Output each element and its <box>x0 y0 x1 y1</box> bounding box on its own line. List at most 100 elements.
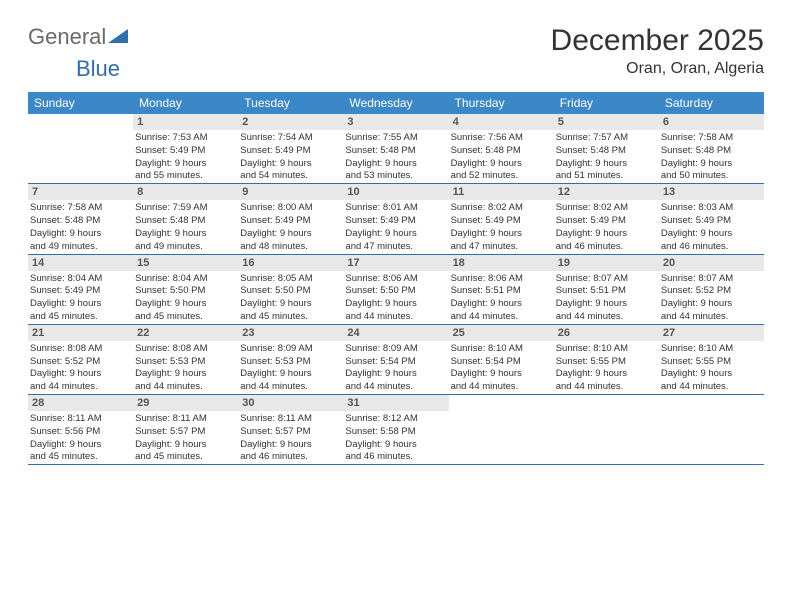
info-line: Sunrise: 7:53 AM <box>135 132 236 145</box>
info-line: and 46 minutes. <box>556 241 657 254</box>
day-number: 4 <box>449 114 554 130</box>
info-line: Sunset: 5:54 PM <box>451 356 552 369</box>
day-info: Sunrise: 8:09 AMSunset: 5:53 PMDaylight:… <box>238 341 343 394</box>
calendar-table: Sunday Monday Tuesday Wednesday Thursday… <box>28 92 764 465</box>
info-line: Daylight: 9 hours <box>30 298 131 311</box>
day-info: Sunrise: 7:54 AMSunset: 5:49 PMDaylight:… <box>238 130 343 183</box>
day-number: 29 <box>133 395 238 411</box>
info-line: Sunset: 5:50 PM <box>135 285 236 298</box>
calendar-cell: 23Sunrise: 8:09 AMSunset: 5:53 PMDayligh… <box>238 324 343 394</box>
info-line: Sunset: 5:56 PM <box>30 426 131 439</box>
day-number: 24 <box>343 325 448 341</box>
calendar-cell: 10Sunrise: 8:01 AMSunset: 5:49 PMDayligh… <box>343 184 448 254</box>
day-number: 7 <box>28 184 133 200</box>
calendar-cell: 29Sunrise: 8:11 AMSunset: 5:57 PMDayligh… <box>133 395 238 465</box>
day-number: 25 <box>449 325 554 341</box>
info-line: Sunset: 5:57 PM <box>135 426 236 439</box>
day-number: 15 <box>133 255 238 271</box>
weekday-header: Friday <box>554 92 659 114</box>
info-line: Sunrise: 8:01 AM <box>345 202 446 215</box>
day-info: Sunrise: 8:00 AMSunset: 5:49 PMDaylight:… <box>238 200 343 253</box>
day-number: 12 <box>554 184 659 200</box>
day-info: Sunrise: 8:06 AMSunset: 5:51 PMDaylight:… <box>449 271 554 324</box>
info-line: Daylight: 9 hours <box>556 158 657 171</box>
calendar-cell: 6Sunrise: 7:58 AMSunset: 5:48 PMDaylight… <box>659 114 764 184</box>
info-line: Sunset: 5:48 PM <box>451 145 552 158</box>
day-number: 3 <box>343 114 448 130</box>
info-line: Sunrise: 7:56 AM <box>451 132 552 145</box>
info-line: Sunset: 5:52 PM <box>661 285 762 298</box>
info-line: Sunset: 5:48 PM <box>661 145 762 158</box>
info-line: and 44 minutes. <box>451 381 552 394</box>
info-line: Sunrise: 7:58 AM <box>30 202 131 215</box>
calendar-cell: 30Sunrise: 8:11 AMSunset: 5:57 PMDayligh… <box>238 395 343 465</box>
info-line: and 44 minutes. <box>451 311 552 324</box>
info-line: Sunrise: 7:58 AM <box>661 132 762 145</box>
info-line: Sunset: 5:57 PM <box>240 426 341 439</box>
info-line: and 46 minutes. <box>345 451 446 464</box>
info-line: Sunset: 5:51 PM <box>451 285 552 298</box>
info-line: Sunrise: 8:06 AM <box>451 273 552 286</box>
weekday-header-row: Sunday Monday Tuesday Wednesday Thursday… <box>28 92 764 114</box>
info-line: Daylight: 9 hours <box>135 439 236 452</box>
info-line: Sunrise: 8:12 AM <box>345 413 446 426</box>
info-line: and 50 minutes. <box>661 170 762 183</box>
day-info: Sunrise: 7:58 AMSunset: 5:48 PMDaylight:… <box>659 130 764 183</box>
info-line: Daylight: 9 hours <box>30 228 131 241</box>
day-number: 19 <box>554 255 659 271</box>
info-line: and 49 minutes. <box>30 241 131 254</box>
day-info: Sunrise: 8:08 AMSunset: 5:53 PMDaylight:… <box>133 341 238 394</box>
day-number: 21 <box>28 325 133 341</box>
calendar-cell: 24Sunrise: 8:09 AMSunset: 5:54 PMDayligh… <box>343 324 448 394</box>
day-info: Sunrise: 8:02 AMSunset: 5:49 PMDaylight:… <box>554 200 659 253</box>
day-number: 13 <box>659 184 764 200</box>
day-info <box>659 411 764 413</box>
day-info: Sunrise: 8:11 AMSunset: 5:57 PMDaylight:… <box>238 411 343 464</box>
info-line: Daylight: 9 hours <box>345 439 446 452</box>
info-line: Daylight: 9 hours <box>661 298 762 311</box>
info-line: and 47 minutes. <box>345 241 446 254</box>
info-line: and 47 minutes. <box>451 241 552 254</box>
day-info: Sunrise: 8:02 AMSunset: 5:49 PMDaylight:… <box>449 200 554 253</box>
day-number: 22 <box>133 325 238 341</box>
day-info: Sunrise: 8:11 AMSunset: 5:56 PMDaylight:… <box>28 411 133 464</box>
info-line: Daylight: 9 hours <box>556 228 657 241</box>
calendar-cell: 3Sunrise: 7:55 AMSunset: 5:48 PMDaylight… <box>343 114 448 184</box>
day-number: 30 <box>238 395 343 411</box>
day-info <box>449 411 554 413</box>
day-number: 18 <box>449 255 554 271</box>
info-line: Sunrise: 7:59 AM <box>135 202 236 215</box>
info-line: Sunrise: 8:11 AM <box>240 413 341 426</box>
info-line: and 45 minutes. <box>135 311 236 324</box>
calendar-cell: 20Sunrise: 8:07 AMSunset: 5:52 PMDayligh… <box>659 254 764 324</box>
weekday-header: Tuesday <box>238 92 343 114</box>
info-line: Sunset: 5:53 PM <box>135 356 236 369</box>
info-line: Sunset: 5:49 PM <box>345 215 446 228</box>
logo-triangle-icon <box>108 27 128 48</box>
info-line: Sunrise: 8:08 AM <box>30 343 131 356</box>
calendar-week-row: 21Sunrise: 8:08 AMSunset: 5:52 PMDayligh… <box>28 324 764 394</box>
day-info: Sunrise: 7:53 AMSunset: 5:49 PMDaylight:… <box>133 130 238 183</box>
info-line: Daylight: 9 hours <box>661 158 762 171</box>
info-line: and 46 minutes. <box>240 451 341 464</box>
info-line: Sunrise: 8:07 AM <box>556 273 657 286</box>
calendar-cell <box>554 395 659 465</box>
info-line: Sunset: 5:54 PM <box>345 356 446 369</box>
info-line: Sunrise: 8:00 AM <box>240 202 341 215</box>
info-line: Daylight: 9 hours <box>135 368 236 381</box>
info-line: Daylight: 9 hours <box>345 368 446 381</box>
day-number: 17 <box>343 255 448 271</box>
day-info: Sunrise: 7:59 AMSunset: 5:48 PMDaylight:… <box>133 200 238 253</box>
weekday-header: Saturday <box>659 92 764 114</box>
weekday-header: Sunday <box>28 92 133 114</box>
info-line: Sunrise: 7:57 AM <box>556 132 657 145</box>
info-line: and 44 minutes. <box>135 381 236 394</box>
calendar-cell: 12Sunrise: 8:02 AMSunset: 5:49 PMDayligh… <box>554 184 659 254</box>
info-line: Sunrise: 8:10 AM <box>661 343 762 356</box>
info-line: and 51 minutes. <box>556 170 657 183</box>
info-line: Sunset: 5:53 PM <box>240 356 341 369</box>
info-line: Sunrise: 8:11 AM <box>30 413 131 426</box>
info-line: Daylight: 9 hours <box>345 228 446 241</box>
calendar-cell: 18Sunrise: 8:06 AMSunset: 5:51 PMDayligh… <box>449 254 554 324</box>
calendar-cell: 27Sunrise: 8:10 AMSunset: 5:55 PMDayligh… <box>659 324 764 394</box>
